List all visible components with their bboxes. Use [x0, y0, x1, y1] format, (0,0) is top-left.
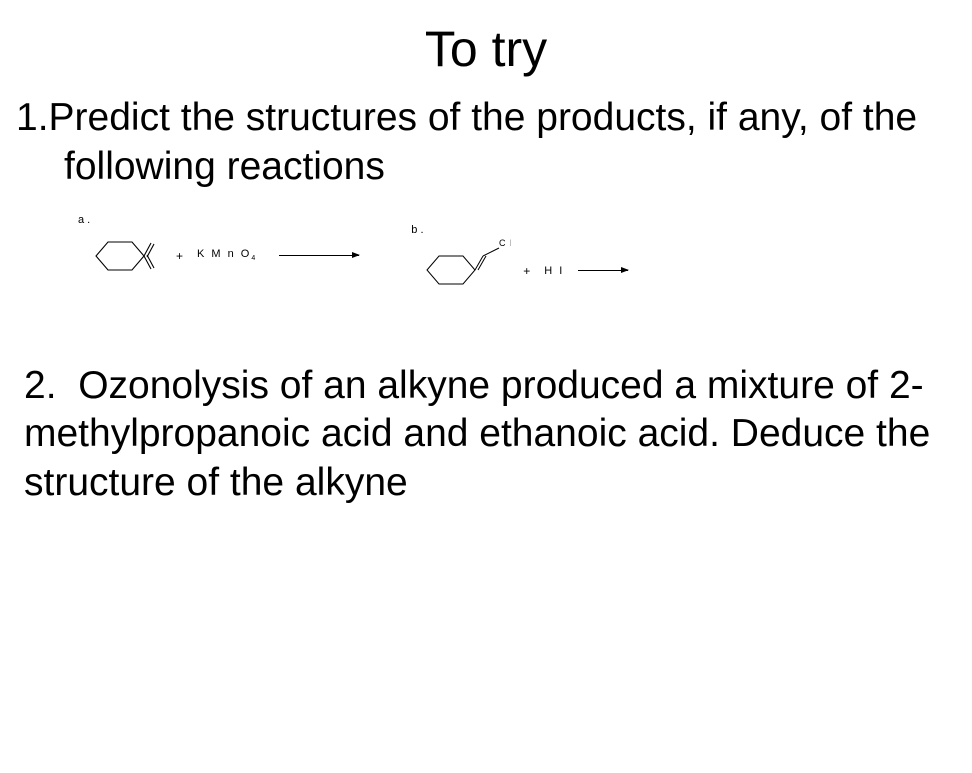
page-title: To try — [16, 20, 956, 78]
arrow-icon — [279, 255, 359, 256]
plus-sign-b: + — [523, 264, 530, 278]
kmno4-base: K M n O — [197, 248, 251, 260]
reaction-a: a . + K M n O4 — [86, 232, 359, 280]
question-1: 1.Predict the structures of the products… — [16, 94, 956, 192]
q1-text: Predict the structures of the products, … — [49, 96, 918, 188]
q2-number: 2. — [24, 364, 57, 407]
reagent-kmno4: K M n O4 — [197, 248, 255, 262]
reaction-b-label: b . — [411, 224, 423, 236]
question-2: 2. Ozonolysis of an alkyne produced a mi… — [16, 362, 956, 508]
q2-text: Ozonolysis of an alkyne produced a mixtu… — [24, 364, 930, 505]
svg-text:C H: C H — [499, 238, 511, 248]
reaction-b: b . C H 3 + H I — [419, 232, 628, 292]
q1-number: 1. — [16, 96, 49, 139]
cyclohexane-vinyl-icon — [86, 232, 162, 280]
plus-sign: + — [176, 249, 183, 263]
reaction-a-label: a . — [78, 214, 90, 226]
kmno4-sub: 4 — [251, 256, 255, 263]
cyclohexane-propenyl-icon: C H 3 — [419, 232, 511, 292]
reagent-hi: H I — [544, 265, 564, 277]
reactions-row: a . + K M n O4 b . C H 3 — [86, 232, 956, 292]
arrow-icon-b — [578, 270, 628, 271]
